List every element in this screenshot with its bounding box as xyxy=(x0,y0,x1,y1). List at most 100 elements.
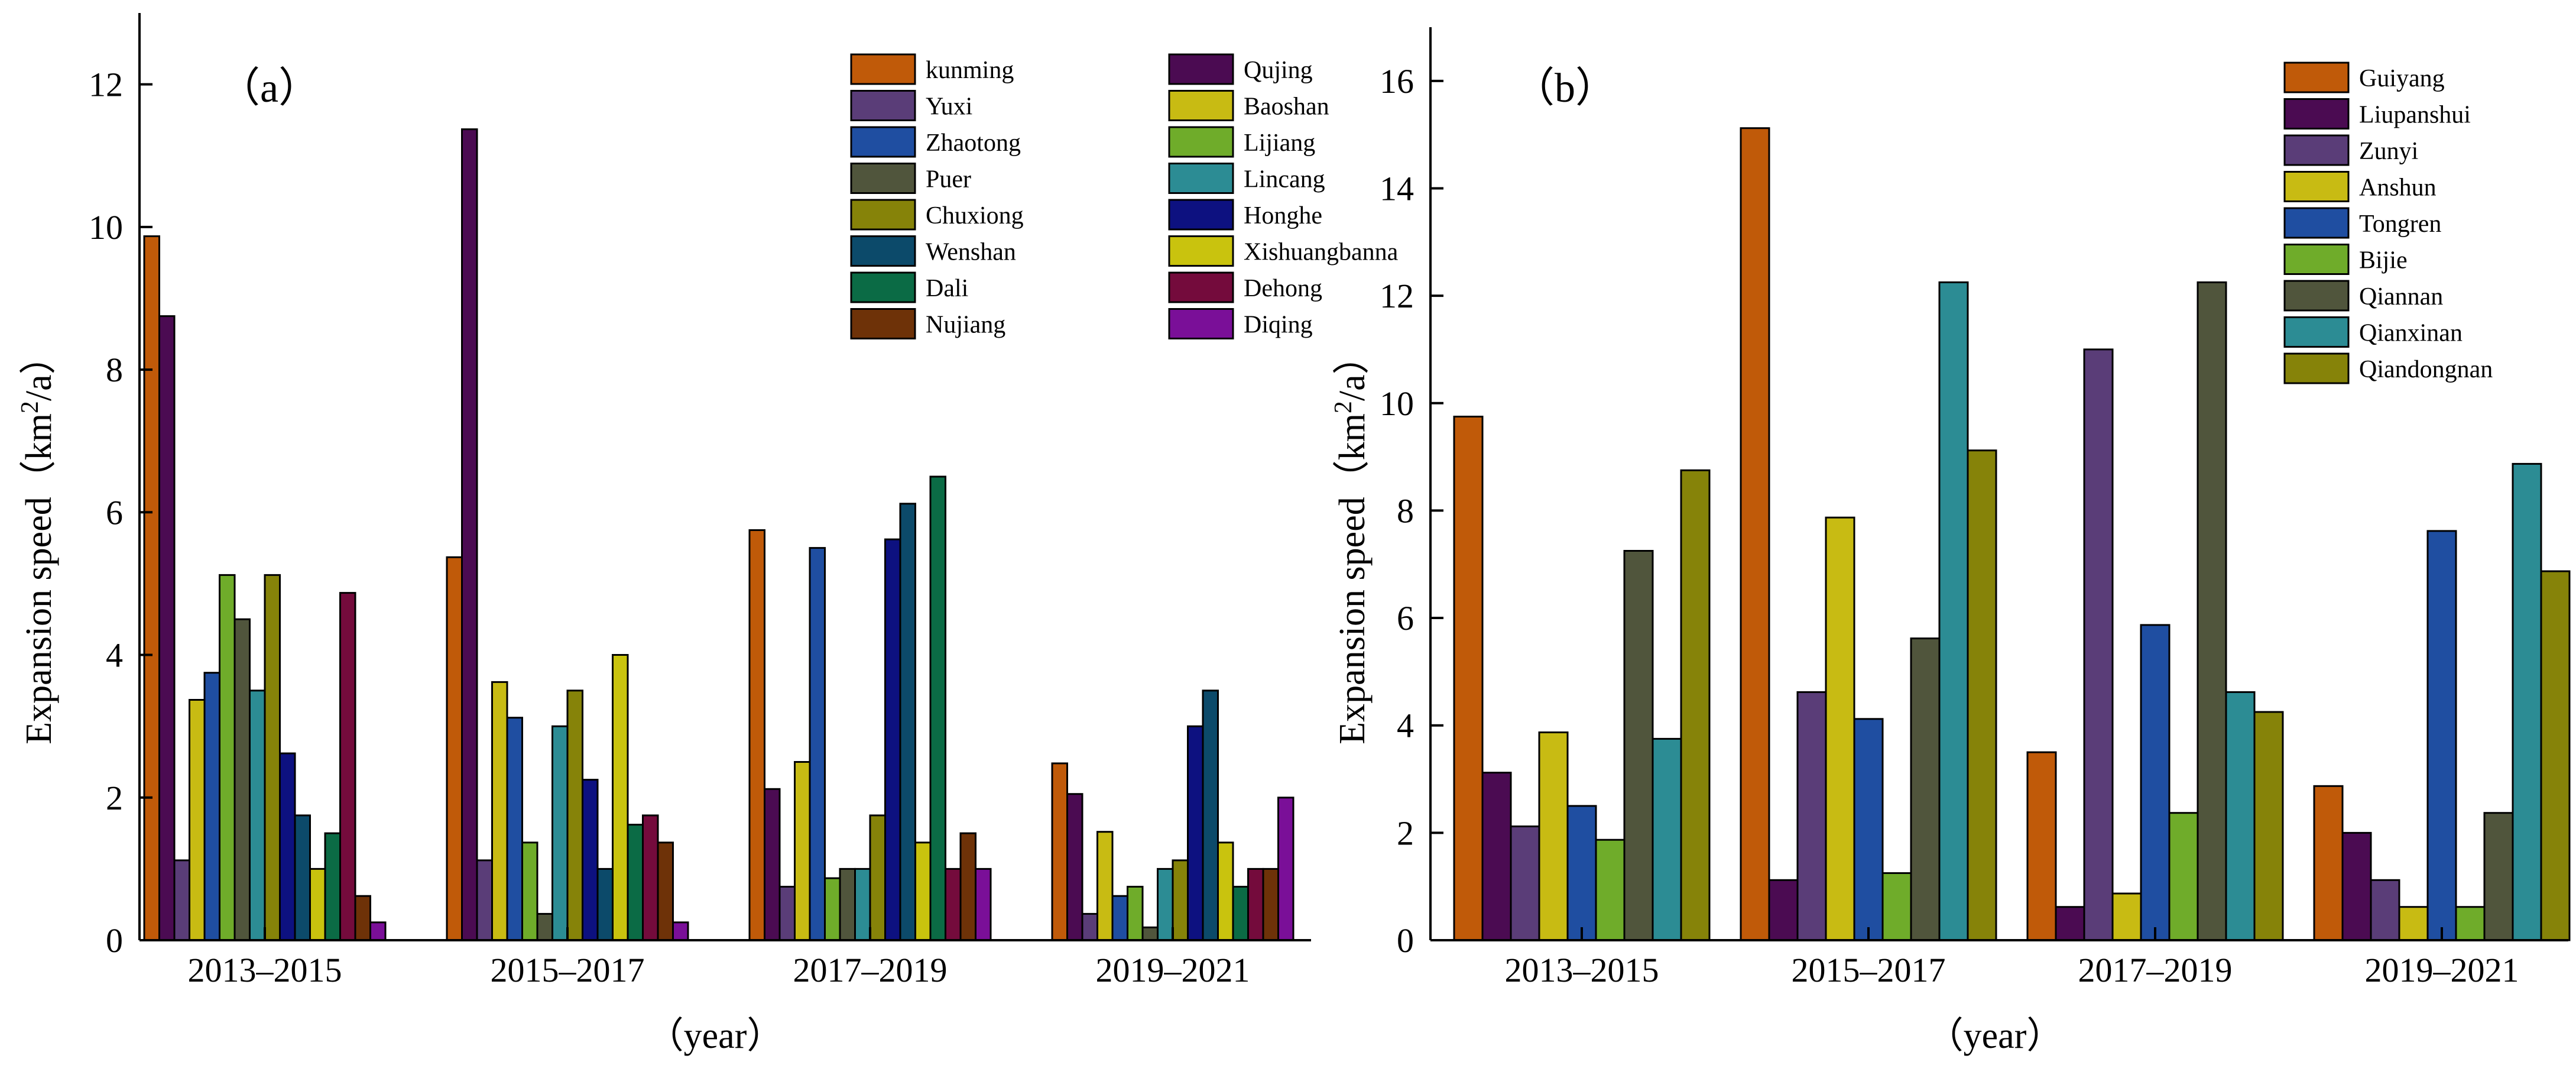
panel-b-bar-anshun-3 xyxy=(2111,892,2142,941)
panel-b-legend-swatch-guiyang xyxy=(2283,61,2350,93)
panel-b-legend-swatch-anshun xyxy=(2283,171,2350,202)
panel-a-y-tick-label: 10 xyxy=(89,208,123,247)
panel-b-bar-qiandongnan-1 xyxy=(1680,469,1711,941)
panel-b-legend-label-anshun: Anshun xyxy=(2359,174,2437,202)
panel-a-label: （a） xyxy=(219,66,320,111)
panel-a-legend-swatch-diqing xyxy=(1168,308,1234,339)
panel-b-bar-liupanshui-2 xyxy=(1768,879,1799,941)
panel-a-y-tick-label: 4 xyxy=(106,636,123,675)
panel-a-bar-kunming-4 xyxy=(1051,762,1068,941)
panel-a-legend-label-zhaotong: Zhaotong xyxy=(926,130,1021,157)
panel-a-bar-xishuangbanna-1 xyxy=(309,867,326,941)
panel-a-bar-qujing-3 xyxy=(764,788,781,941)
panel-b-y-ticks: 0 2 4 6 8 10 12 14 16 xyxy=(1380,62,1443,960)
panel-b-bar-zunyi-1 xyxy=(1510,826,1540,941)
panel-a-bar-dali-1 xyxy=(324,832,341,941)
panel-a-bar-xishuangbanna-3 xyxy=(914,841,932,941)
panel-b-bar-qianxinan-1 xyxy=(1652,737,1682,941)
panel-b-legend-swatch-zunyi xyxy=(2283,134,2350,166)
panel-a-y-ticks: 0 2 4 6 8 10 12 xyxy=(89,66,153,960)
panel-a-bar-qujing-2 xyxy=(461,128,478,941)
panel-b-bar-guiyang-2 xyxy=(1740,127,1770,941)
panel-a-bar-chuxiong-2 xyxy=(566,689,583,941)
panel-a-bar-xishuangbanna-2 xyxy=(612,654,629,941)
panel-a-bar-nujiang-2 xyxy=(657,841,674,941)
panel-a-y-tick-label: 2 xyxy=(106,779,123,817)
panel-a-legend-swatch-lincang xyxy=(1168,163,1234,194)
panel-a-legend-label-nujiang: Nujiang xyxy=(926,312,1005,339)
panel-b-legend-label-zunyi: Zunyi xyxy=(2359,138,2418,165)
panel-a-legend-swatch-dehong xyxy=(1168,271,1234,303)
panel-a-x-tick-label: 2013–2015 xyxy=(188,951,342,989)
panel-a-bars xyxy=(143,128,1295,941)
panel-b-legend-swatch-tongren xyxy=(2283,207,2350,239)
panel-a-bar-zhaotong-4 xyxy=(1111,895,1128,941)
panel-a-legend-swatch-xishuangbanna xyxy=(1168,235,1234,267)
panel-b-bar-liupanshui-3 xyxy=(2055,906,2085,941)
panel-a-bar-puer-2 xyxy=(536,912,553,941)
panel-b-legend-swatch-liupanshui xyxy=(2283,98,2350,130)
panel-a-legend-swatch-yuxi xyxy=(850,90,916,121)
panel-b-x-tick-label: 2015–2017 xyxy=(1792,951,1946,989)
panel-b-y-tick-label: 4 xyxy=(1397,707,1414,745)
panel-b-bar-qianxinan-2 xyxy=(1938,281,1969,941)
panel-a-legend-swatch-nujiang xyxy=(850,308,916,339)
panel-b-bar-tongren-4 xyxy=(2426,530,2457,941)
panel-b-legend-label-qianxinan: Qianxinan xyxy=(2359,320,2463,347)
panel-b-y-tick-label: 6 xyxy=(1397,599,1414,637)
panel-a-y-axis-title: Expansion speed（km2/a） xyxy=(17,338,59,744)
panel-a-bar-wenshan-3 xyxy=(899,503,916,941)
panel-a-bar-dehong-2 xyxy=(642,814,659,941)
panel-a-legend-label-dali: Dali xyxy=(926,275,968,302)
panel-a-bar-dali-4 xyxy=(1232,886,1249,941)
panel-a-bar-lijiang-3 xyxy=(824,877,841,941)
panel-b-y-tick-label: 14 xyxy=(1380,169,1414,208)
panel-b-bar-tongren-1 xyxy=(1566,805,1597,941)
panel-b-x-tick-label: 2013–2015 xyxy=(1505,951,1659,989)
panel-a-bar-diqing-2 xyxy=(672,921,689,941)
panel-a-bar-chuxiong-1 xyxy=(264,574,281,941)
panel-a-x-ticks: 2013–2015 2015–2017 2017–2019 2019–2021 xyxy=(188,927,1250,989)
panel-a-y-tick-label: 12 xyxy=(89,66,123,104)
panel-a-bar-nujiang-4 xyxy=(1262,867,1279,941)
panel-b-bar-zunyi-4 xyxy=(2370,879,2400,941)
panel-a-bar-honghe-1 xyxy=(279,752,296,941)
panel-b-x-tick-label: 2017–2019 xyxy=(2078,951,2233,989)
panel-a-legend-swatch-qujing xyxy=(1168,53,1234,85)
panel-a-x-tick-label: 2015–2017 xyxy=(491,951,645,989)
panel-b-y-tick-label: 10 xyxy=(1380,384,1414,423)
panel-a-bar-xishuangbanna-4 xyxy=(1217,841,1234,941)
panel-a-legend-label-honghe: Honghe xyxy=(1244,202,1322,229)
panel-a-bar-wenshan-4 xyxy=(1202,689,1219,941)
panel-a-bar-dehong-1 xyxy=(339,592,356,941)
panel-a-y-tick-label: 0 xyxy=(106,921,123,960)
panel-a-bar-zhaotong-3 xyxy=(809,547,826,941)
panel-a-legend-label-lincang: Lincang xyxy=(1244,166,1325,193)
panel-a-bar-nujiang-3 xyxy=(959,832,976,941)
panel-a-legend-swatch-kunming xyxy=(850,53,916,85)
panel-a-y-tick-label: 6 xyxy=(106,493,123,532)
panel-a-legend-label-puer: Puer xyxy=(926,166,971,193)
panel-b-label: （b） xyxy=(1513,66,1617,111)
panel-a-bar-diqing-4 xyxy=(1277,797,1295,941)
panel-b-legend-label-qiannan: Qiannan xyxy=(2359,283,2443,310)
panel-a-bar-baoshan-4 xyxy=(1096,831,1114,941)
panel-b-legend-swatch-qiandongnan xyxy=(2283,352,2350,384)
panel-a-x-tick-label: 2019–2021 xyxy=(1096,951,1250,989)
panel-b-bar-anshun-1 xyxy=(1538,731,1569,941)
panel-a-bar-puer-4 xyxy=(1141,926,1159,941)
panel-a-bar-zhaotong-1 xyxy=(203,672,220,941)
panel-b-bar-zunyi-2 xyxy=(1796,691,1827,941)
panel-a-bar-lincang-4 xyxy=(1157,867,1174,941)
panel-a-bar-wenshan-1 xyxy=(294,814,311,941)
panel-b-y-tick-label: 12 xyxy=(1380,277,1414,315)
panel-b-bar-guiyang-1 xyxy=(1453,416,1484,941)
panel-b-legend-label-tongren: Tongren xyxy=(2359,211,2441,238)
panel-b-legend: Guiyang Liupanshui Zunyi Anshun Tongren Bijie… xyxy=(2283,61,2493,384)
panel-a-legend-label-chuxiong: Chuxiong xyxy=(926,202,1024,229)
panel-b-bar-qiandongnan-3 xyxy=(2253,711,2284,941)
panel-a-bar-puer-3 xyxy=(839,867,856,941)
panel-b-bar-anshun-4 xyxy=(2398,906,2429,941)
panel-a-bar-lijiang-4 xyxy=(1127,886,1144,941)
